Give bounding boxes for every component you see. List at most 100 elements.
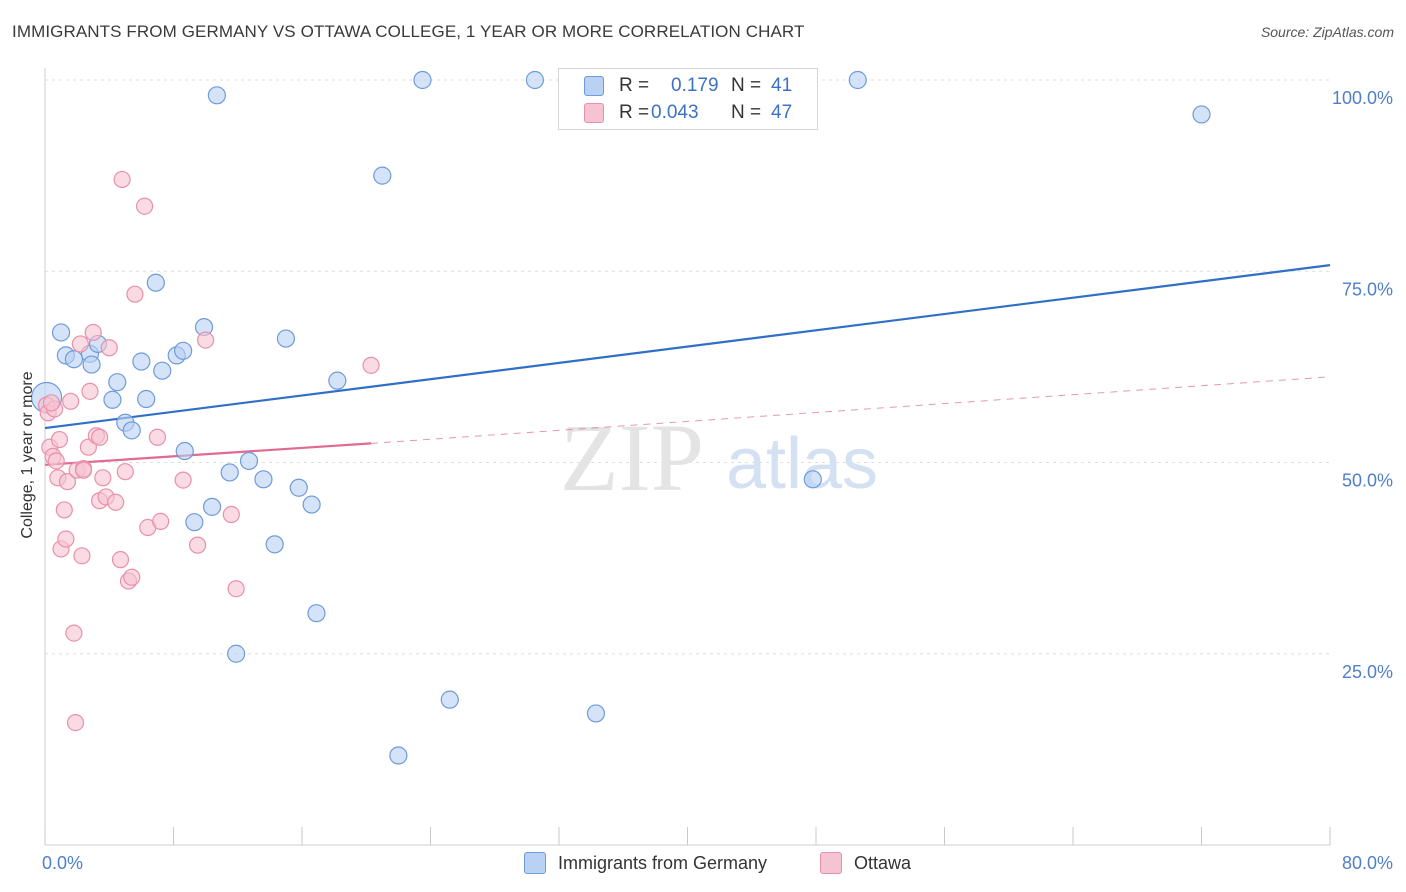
series-legend-germany: Immigrants from Germany <box>524 852 767 874</box>
point-ottawa <box>222 505 240 524</box>
stats-legend: R = 0.179 N = 41 R = 0.043 N = 47 <box>558 68 818 130</box>
x-tick-label-min: 0.0% <box>42 853 83 873</box>
point-germany <box>132 352 151 371</box>
trend-line-ottawa <box>44 442 372 466</box>
point-ottawa <box>65 624 83 642</box>
point-ottawa <box>188 536 207 554</box>
point-ottawa <box>107 493 125 511</box>
point-ottawa <box>135 197 154 215</box>
series-label-germany: Immigrants from Germany <box>558 852 768 873</box>
point-germany <box>64 350 84 369</box>
point-ottawa <box>116 463 134 481</box>
legend-n-value-germany: 41 <box>771 75 793 96</box>
y-tick-label: 50.0% <box>1342 471 1393 491</box>
legend-n-value-ottawa: 47 <box>771 102 793 123</box>
point-ottawa <box>227 580 245 598</box>
grid-lines <box>45 79 1330 655</box>
point-germany <box>328 371 347 390</box>
point-germany <box>276 329 296 348</box>
point-ottawa <box>94 469 112 487</box>
chart-title: IMMIGRANTS FROM GERMANY VS OTTAWA COLLEG… <box>12 22 805 41</box>
point-ottawa <box>84 323 102 342</box>
point-ottawa <box>81 382 99 400</box>
point-ottawa <box>362 356 380 374</box>
series-swatch-ottawa <box>820 852 842 874</box>
point-ottawa <box>148 428 167 446</box>
point-ottawa <box>42 394 61 412</box>
point-germany <box>174 341 193 360</box>
point-germany <box>108 373 127 392</box>
point-ottawa <box>113 170 131 189</box>
point-germany <box>227 644 246 663</box>
point-ottawa <box>126 285 144 303</box>
point-germany <box>848 70 867 90</box>
point-germany <box>265 535 284 554</box>
legend-swatch-ottawa <box>584 103 604 123</box>
point-ottawa <box>152 512 170 531</box>
point-germany <box>175 441 194 461</box>
trend-lines <box>44 264 1331 466</box>
series-legend-ottawa: Ottawa <box>820 852 911 874</box>
point-germany <box>239 451 259 471</box>
point-germany <box>146 273 165 292</box>
point-ottawa <box>47 452 65 470</box>
point-ottawa <box>123 568 141 586</box>
point-ottawa <box>57 530 75 548</box>
point-germany <box>373 166 392 185</box>
data-points <box>31 70 1211 765</box>
legend-n-label: N = <box>731 102 762 123</box>
x-tick-label-max: 80.0% <box>1342 853 1393 873</box>
y-tick-label: 100.0% <box>1332 88 1393 108</box>
legend-r-value-germany: 0.179 <box>671 75 719 96</box>
point-germany <box>440 690 459 709</box>
point-germany <box>302 495 321 514</box>
trend-line-ottawa-dashed <box>371 376 1331 444</box>
point-ottawa <box>73 547 91 565</box>
point-germany <box>207 86 226 105</box>
series-legend: Immigrants from Germany Ottawa <box>0 852 1406 878</box>
y-tick-label: 75.0% <box>1342 279 1393 299</box>
point-ottawa <box>174 471 192 489</box>
point-germany <box>389 746 408 765</box>
watermark-atlas: atlas <box>726 424 878 504</box>
point-germany <box>413 70 432 90</box>
series-swatch-germany <box>524 852 546 874</box>
y-axis-label: College, 1 year or more <box>19 371 36 539</box>
source-note: Source: ZipAtlas.com <box>1260 24 1394 40</box>
y-tick-label: 25.0% <box>1342 662 1393 682</box>
point-ottawa <box>62 392 80 410</box>
point-ottawa <box>71 335 89 353</box>
point-germany <box>103 390 122 409</box>
point-germany <box>307 604 326 623</box>
point-germany <box>586 704 606 723</box>
point-germany <box>254 470 273 489</box>
legend-r-value-ottawa: 0.043 <box>651 102 699 123</box>
trend-line-germany <box>44 264 1331 430</box>
point-ottawa <box>197 331 215 349</box>
legend-r-label: R = <box>619 75 650 96</box>
point-ottawa <box>55 501 73 519</box>
tick-labels: 25.0% 50.0% 75.0% 100.0% 0.0% 80.0% <box>42 88 1393 873</box>
legend-n-label: N = <box>731 75 762 96</box>
point-ottawa <box>91 428 109 446</box>
point-germany <box>202 497 222 516</box>
point-germany <box>525 70 545 90</box>
point-germany <box>122 421 141 440</box>
point-germany <box>289 478 308 497</box>
legend-r-label: R = <box>619 102 650 123</box>
point-germany <box>51 323 71 342</box>
point-germany <box>153 361 172 380</box>
point-germany <box>220 463 239 482</box>
point-ottawa <box>66 713 85 732</box>
watermark-zip: ZIP <box>560 404 704 511</box>
point-ottawa <box>74 461 93 479</box>
point-ottawa <box>58 473 77 491</box>
series-label-ottawa: Ottawa <box>854 852 912 873</box>
point-ottawa <box>111 551 130 569</box>
point-germany <box>1192 105 1211 124</box>
point-germany <box>185 513 204 532</box>
point-ottawa <box>100 339 118 357</box>
legend-swatch-germany <box>584 76 604 96</box>
point-germany <box>137 389 156 409</box>
